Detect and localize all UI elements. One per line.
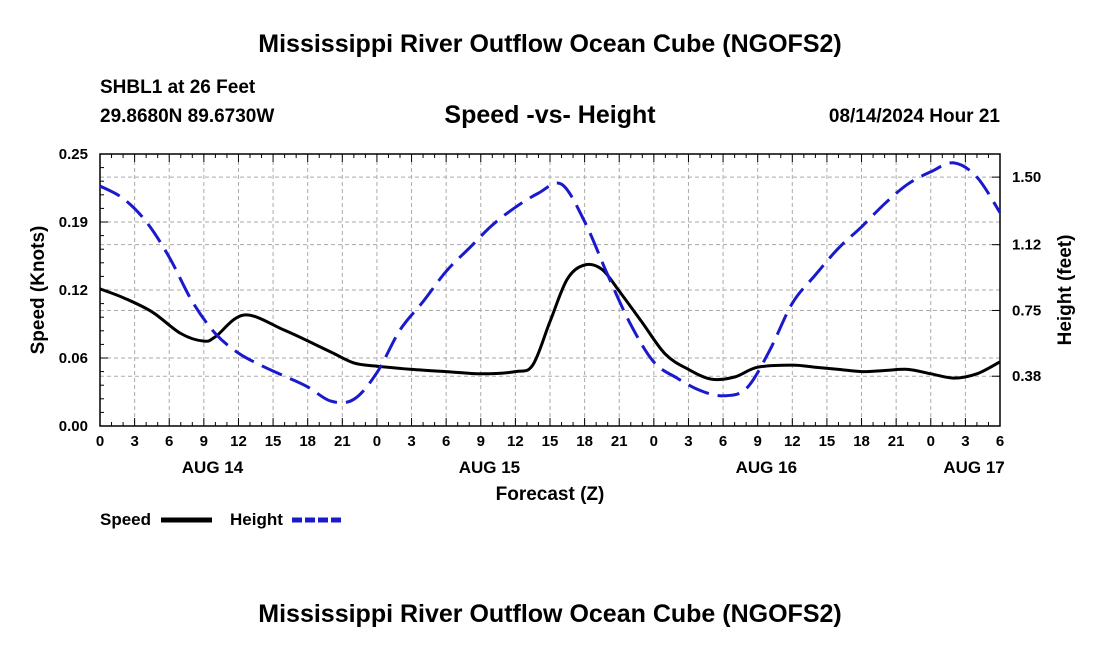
x-tick-label: 15: [819, 433, 836, 450]
x-tick-label: 9: [477, 433, 485, 450]
y-right-tick-label: 0.38: [1012, 368, 1041, 385]
date-label: AUG 15: [459, 458, 520, 477]
x-tick-label: 3: [407, 433, 415, 450]
legend-height-label: Height: [230, 510, 283, 529]
x-tick-label: 0: [96, 433, 104, 450]
y-right-tick-label: 1.50: [1012, 169, 1041, 186]
y-right-tick-label: 0.75: [1012, 302, 1041, 319]
grid: [100, 154, 1000, 426]
x-tick-label: 6: [996, 433, 1004, 450]
date-label: AUG 16: [736, 458, 797, 477]
x-tick-label: 21: [888, 433, 905, 450]
page-title: Mississippi River Outflow Ocean Cube (NG…: [258, 30, 842, 58]
x-tick-label: 12: [784, 433, 801, 450]
series: [99, 161, 1002, 405]
y-right-tick-label: 1.12: [1012, 237, 1041, 254]
x-tick-label: 15: [542, 433, 559, 450]
y-left-tick-label: 0.06: [59, 350, 88, 367]
footer-title: Mississippi River Outflow Ocean Cube (NG…: [258, 600, 842, 628]
x-tick-label: 18: [853, 433, 870, 450]
x-tick-label: 0: [650, 433, 658, 450]
y-axis-left-title: Speed (Knots): [28, 226, 49, 355]
y-left-tick-label: 0.25: [59, 146, 88, 163]
axis-labels: Forecast (Z) Speed (Knots) Height (feet)…: [28, 146, 1076, 505]
x-tick-label: 18: [299, 433, 316, 450]
y-left-tick-label: 0.19: [59, 214, 88, 231]
run-time-label: 08/14/2024 Hour 21: [828, 106, 1000, 127]
legend: Speed Height: [100, 510, 343, 529]
series-line-height: [99, 161, 1002, 405]
date-label: AUG 17: [943, 458, 1004, 477]
x-tick-label: 9: [200, 433, 208, 450]
station-label: SHBL1 at 26 Feet: [100, 77, 256, 98]
x-tick-label: 0: [927, 433, 935, 450]
x-tick-label: 0: [373, 433, 381, 450]
y-left-tick-label: 0.00: [59, 418, 88, 435]
coordinates-label: 29.8680N 89.6730W: [100, 106, 275, 127]
x-tick-label: 6: [165, 433, 173, 450]
x-tick-label: 3: [130, 433, 138, 450]
x-tick-label: 12: [230, 433, 247, 450]
x-tick-label: 21: [334, 433, 351, 450]
x-tick-label: 3: [961, 433, 969, 450]
y-axis-right-title: Height (feet): [1055, 235, 1076, 346]
date-label: AUG 14: [182, 458, 244, 477]
x-tick-label: 9: [754, 433, 762, 450]
x-tick-label: 21: [611, 433, 628, 450]
y-left-tick-label: 0.12: [59, 282, 88, 299]
x-tick-label: 3: [684, 433, 692, 450]
chart-title: Speed -vs- Height: [444, 101, 656, 129]
x-axis-title: Forecast (Z): [496, 484, 605, 505]
legend-speed-label: Speed: [100, 510, 151, 529]
x-tick-label: 6: [719, 433, 727, 450]
x-tick-label: 15: [265, 433, 282, 450]
series-line-speed: [99, 262, 1001, 382]
x-tick-label: 6: [442, 433, 450, 450]
x-tick-label: 18: [576, 433, 593, 450]
x-tick-label: 12: [507, 433, 524, 450]
